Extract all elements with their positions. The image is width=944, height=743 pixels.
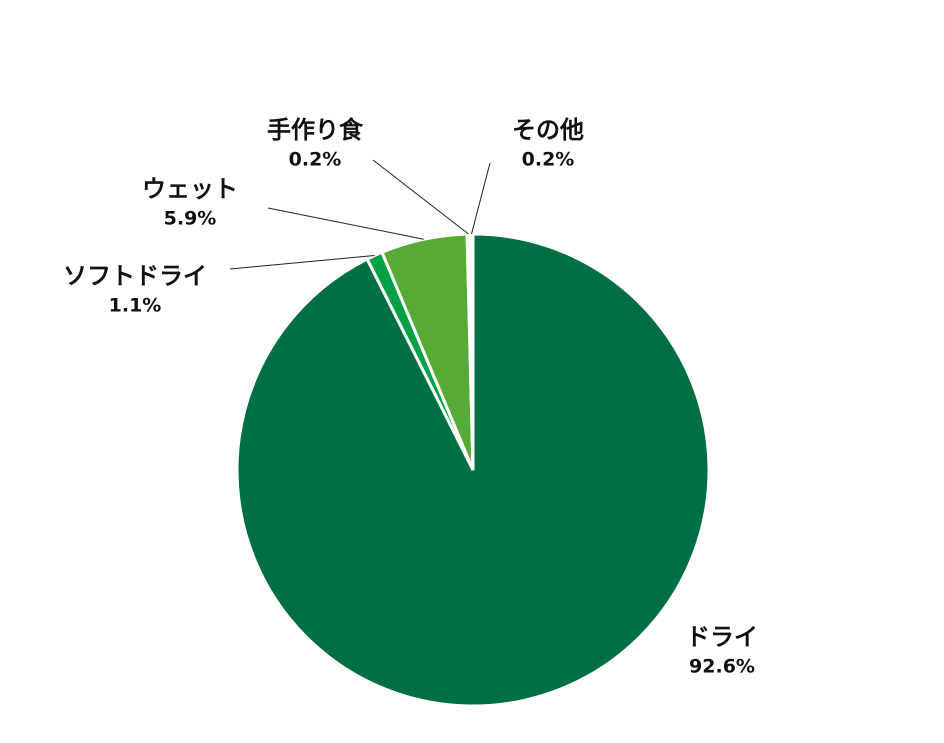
- slice-value-label: 0.2%: [522, 149, 575, 171]
- slice-value-label: 1.1%: [109, 295, 162, 317]
- leader-line: [372, 159, 469, 235]
- slice-value-label: 5.9%: [164, 208, 217, 230]
- slice-label: その他: [512, 116, 584, 144]
- slice-label: 手作り食: [267, 116, 364, 144]
- slice-label: ウェット: [142, 175, 238, 203]
- leader-line: [471, 162, 491, 235]
- slice-label: ドライ: [686, 623, 758, 651]
- pie-slice: [468, 232, 475, 471]
- slice-value-label: 0.2%: [289, 149, 342, 171]
- leader-line: [267, 207, 424, 240]
- slice-value-label: 92.6%: [689, 656, 755, 678]
- leader-line: [229, 255, 375, 270]
- slice-label: ソフトドライ: [63, 262, 207, 290]
